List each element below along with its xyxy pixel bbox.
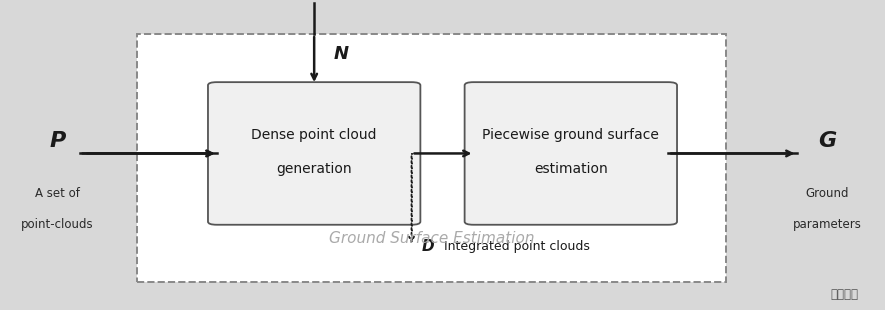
- Text: Piecewise ground surface: Piecewise ground surface: [482, 128, 659, 142]
- Text: estimation: estimation: [534, 162, 608, 176]
- Text: point-clouds: point-clouds: [21, 218, 94, 231]
- Text: parameters: parameters: [793, 218, 862, 231]
- Text: Ground Surface Estimation: Ground Surface Estimation: [328, 231, 535, 246]
- Text: N: N: [334, 45, 349, 63]
- Bar: [137, 34, 726, 282]
- Text: Ground: Ground: [805, 187, 850, 200]
- Text: A set of: A set of: [35, 187, 80, 200]
- Text: Dense point cloud: Dense point cloud: [251, 128, 377, 142]
- FancyBboxPatch shape: [465, 82, 677, 225]
- FancyBboxPatch shape: [208, 82, 420, 225]
- Text: generation: generation: [276, 162, 352, 176]
- Text: 模拟世界: 模拟世界: [830, 288, 858, 301]
- Text: G: G: [819, 131, 836, 151]
- Text: D: D: [422, 239, 435, 254]
- Text: P: P: [50, 131, 65, 151]
- Text: Integrated point clouds: Integrated point clouds: [444, 240, 590, 253]
